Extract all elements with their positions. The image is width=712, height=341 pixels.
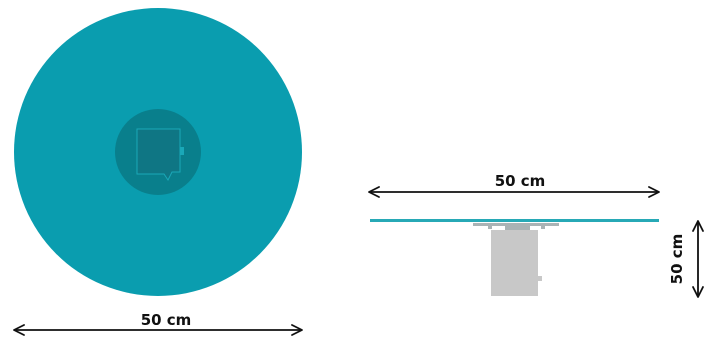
bracket-tab bbox=[180, 147, 184, 155]
glass-top-edge bbox=[370, 219, 659, 222]
top-view-width-label: 50 cm bbox=[141, 311, 192, 329]
top-view: 50 cm bbox=[13, 8, 303, 336]
side-view-width-label: 50 cm bbox=[495, 172, 546, 190]
base-column bbox=[491, 230, 538, 296]
glass-fixing-plate bbox=[473, 223, 559, 226]
base-knob bbox=[538, 276, 542, 281]
mount-bracket bbox=[136, 128, 181, 181]
column-collar bbox=[505, 225, 530, 230]
fixing-screw-right bbox=[541, 224, 545, 229]
fixing-screw-left bbox=[488, 224, 492, 229]
side-view: 50 cm 50 cm bbox=[368, 172, 704, 298]
side-view-height-label: 50 cm bbox=[668, 234, 686, 285]
